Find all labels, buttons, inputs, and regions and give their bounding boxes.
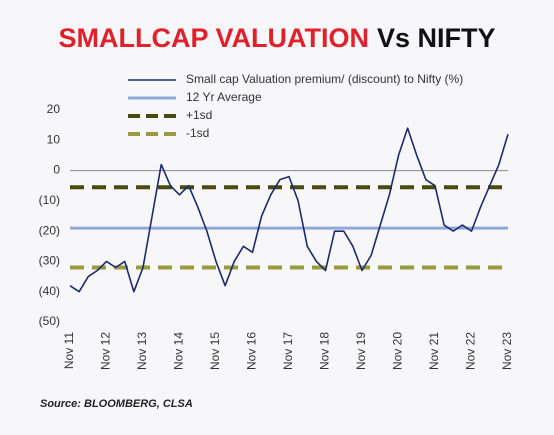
y-tick-label: (30) xyxy=(39,254,60,268)
y-tick-label: (20) xyxy=(39,223,60,237)
source: Source: BLOOMBERG, CLSA xyxy=(40,398,193,410)
x-tick-label: Nov 11 xyxy=(62,332,76,369)
y-tick-label: (50) xyxy=(39,314,60,328)
series-line xyxy=(69,127,509,293)
title-highlight: SMALLCAP VALUATION xyxy=(58,23,369,53)
x-tick-label: Nov 18 xyxy=(318,332,332,370)
x-tick-label: Nov 21 xyxy=(427,332,441,370)
x-tick-label: Nov 22 xyxy=(464,332,478,370)
x-tick-label: Nov 12 xyxy=(99,332,113,370)
chart-title: SMALLCAP VALUATION Vs NIFTY xyxy=(58,23,495,53)
x-tick-label: Nov 15 xyxy=(208,332,222,370)
title-rest: Vs NIFTY xyxy=(377,23,496,53)
y-tick-label: 20 xyxy=(47,102,61,116)
x-tick-label: Nov 20 xyxy=(391,332,405,370)
legend-label: -1sd xyxy=(186,126,209,140)
legend-label: +1sd xyxy=(186,108,212,122)
x-tick-label: Nov 19 xyxy=(354,332,368,370)
x-tick-label: Nov 17 xyxy=(281,332,295,370)
y-tick-label: (40) xyxy=(39,284,60,298)
x-tick-label: Nov 13 xyxy=(135,332,149,370)
legend-label: 12 Yr Average xyxy=(186,90,262,104)
legend-label: Small cap Valuation premium/ (discount) … xyxy=(186,72,463,86)
y-tick-label: 10 xyxy=(47,132,61,146)
x-tick-label: Nov 14 xyxy=(172,332,186,370)
x-tick-label: Nov 23 xyxy=(500,332,514,370)
x-tick-label: Nov 16 xyxy=(245,332,259,370)
y-tick-label: (10) xyxy=(39,193,60,207)
y-tick-label: 0 xyxy=(53,163,60,177)
